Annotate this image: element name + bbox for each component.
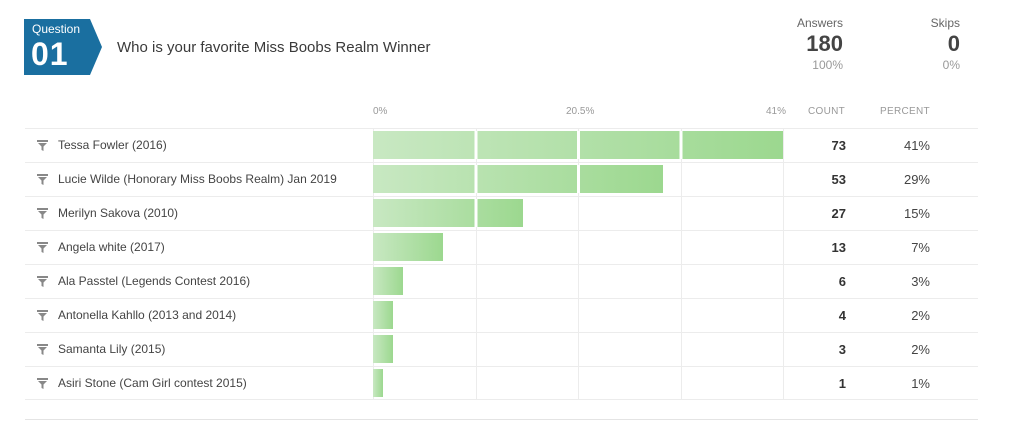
row-label: Antonella Kahllo (2013 and 2014): [58, 308, 237, 322]
axis-tick-max: 41%: [766, 106, 787, 117]
badge-shape: [24, 19, 102, 75]
table-row: Angela white (2017) 13 7%: [25, 230, 978, 264]
axis-tick-0: 0%: [373, 106, 388, 117]
bottom-divider: [25, 419, 978, 420]
answers-percent: 100%: [812, 58, 843, 72]
table-row: Merilyn Sakova (2010) 27 15%: [25, 196, 978, 230]
filter-icon[interactable]: [37, 378, 48, 389]
bar-separator: [679, 131, 683, 159]
axis-tick-mid: 20.5%: [566, 106, 595, 117]
row-percent: 15%: [903, 206, 930, 221]
bar-2: [373, 199, 523, 227]
row-count: 13: [831, 240, 846, 255]
row-count: 1: [838, 376, 846, 391]
results-bar-chart: [373, 128, 784, 400]
filter-icon[interactable]: [37, 174, 48, 185]
results-table: Tessa Fowler (2016) 73 41% Lucie Wilde (Hon…: [25, 128, 978, 400]
table-row: Antonella Kahllo (2013 and 2014) 4 2%: [25, 298, 978, 332]
row-count: 4: [838, 308, 846, 323]
question-label: Question: [32, 22, 81, 36]
bar-5: [373, 301, 393, 329]
row-count: 53: [831, 172, 846, 187]
answers-value: 180: [806, 31, 843, 56]
row-count: 27: [831, 206, 846, 221]
row-label: Lucie Wilde (Honorary Miss Boobs Realm) …: [58, 172, 337, 186]
table-row: Tessa Fowler (2016) 73 41%: [25, 128, 978, 162]
bar-separator: [474, 199, 478, 227]
row-percent: 41%: [903, 138, 930, 153]
row-label: Angela white (2017): [58, 240, 165, 254]
skips-percent: 0%: [942, 58, 960, 72]
skips-stat: Skips 0 0%: [870, 16, 960, 72]
row-count: 3: [838, 342, 846, 357]
filter-icon[interactable]: [37, 310, 48, 321]
row-percent: 1%: [911, 376, 930, 391]
filter-icon[interactable]: [37, 208, 48, 219]
question-badge: Question 01: [24, 19, 102, 75]
percent-column-header: PERCENT: [880, 106, 930, 117]
row-count: 73: [831, 138, 846, 153]
row-label: Samanta Lily (2015): [58, 342, 166, 356]
row-percent: 3%: [911, 274, 930, 289]
row-percent: 29%: [903, 172, 930, 187]
row-label: Asiri Stone (Cam Girl contest 2015): [58, 376, 247, 390]
bar-separator: [474, 131, 478, 159]
table-row: Asiri Stone (Cam Girl contest 2015) 1 1%: [25, 366, 978, 400]
row-label: Merilyn Sakova (2010): [58, 206, 179, 220]
table-row: Samanta Lily (2015) 3 2%: [25, 332, 978, 366]
table-row: Ala Passtel (Legends Contest 2016) 6 3%: [25, 264, 978, 298]
row-count: 6: [838, 274, 846, 289]
bar-separator: [577, 165, 580, 193]
bar-6: [373, 335, 393, 363]
row-percent: 7%: [911, 240, 930, 255]
answers-stat: Answers 180 100%: [753, 16, 843, 72]
bar-separator: [474, 165, 478, 193]
question-title: Who is your favorite Miss Boobs Realm Wi…: [117, 39, 431, 56]
row-label: Tessa Fowler (2016): [58, 138, 167, 152]
row-percent: 2%: [911, 342, 930, 357]
skips-value: 0: [947, 31, 960, 56]
bar-7: [373, 369, 383, 397]
row-percent: 2%: [911, 308, 930, 323]
filter-icon[interactable]: [37, 344, 48, 355]
answers-label: Answers: [796, 16, 843, 30]
bar-4: [373, 267, 403, 295]
table-row: Lucie Wilde (Honorary Miss Boobs Realm) …: [25, 162, 978, 196]
bar-1: [373, 165, 663, 193]
count-column-header: COUNT: [808, 106, 846, 117]
skips-label: Skips: [930, 16, 960, 30]
filter-icon[interactable]: [37, 140, 48, 151]
question-number: 01: [31, 36, 69, 72]
filter-icon[interactable]: [37, 242, 48, 253]
filter-icon[interactable]: [37, 276, 48, 287]
bar-separator: [577, 131, 580, 159]
bar-3: [373, 233, 443, 261]
row-label: Ala Passtel (Legends Contest 2016): [58, 274, 251, 288]
